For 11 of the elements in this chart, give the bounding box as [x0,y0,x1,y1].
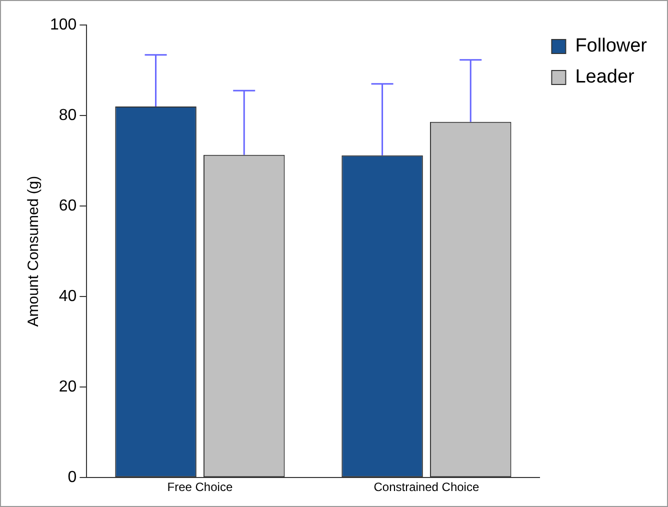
y-tick-label: 20 [58,378,77,396]
x-tick-label: Free Choice [167,480,233,494]
y-tick-label: 0 [68,469,77,486]
y-tick-label: 80 [58,106,77,124]
y-tick-label: 40 [58,288,77,305]
y-tick-label: 60 [58,197,77,214]
y-axis-title: Amount Consumed (g) [25,176,42,327]
legend-label: Follower [575,36,648,57]
legend-label: Leader [575,66,636,88]
x-tick-label: Constrained Choice [374,480,480,494]
y-tick-label: 100 [50,16,77,34]
